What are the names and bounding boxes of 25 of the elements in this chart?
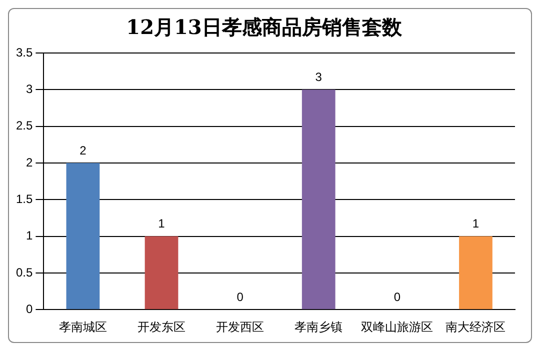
y-tick-label: 1 [26,228,33,243]
data-label: 3 [315,70,322,84]
bar [66,162,100,310]
x-tick-label: 孝南城区 [58,320,107,334]
x-tick-label: 孝南乡镇 [294,320,343,334]
bar [459,236,492,310]
x-tick-label: 开发西区 [216,320,264,334]
data-label: 2 [80,143,87,158]
data-label: 1 [472,216,480,231]
y-tick-label: 3.5 [16,45,33,60]
y-tick-label: 0 [26,302,33,316]
data-label: 0 [394,290,401,304]
data-label: 1 [158,216,166,231]
bar [144,236,178,310]
y-tick-label: 2.5 [16,118,33,133]
data-label: 0 [236,290,244,304]
y-tick-label: 0.5 [16,265,33,280]
y-tick-label: 3 [26,82,33,96]
bar [302,90,336,310]
x-tick-label: 双峰山旅游区 [361,320,434,334]
y-tick-label: 1.5 [16,192,33,206]
chart-title: 12月13日孝感商品房销售套数 [126,15,403,40]
y-tick-label: 2 [26,155,33,170]
x-tick-label: 开发东区 [138,320,186,334]
x-tick-label: 南大经济区 [446,320,506,334]
